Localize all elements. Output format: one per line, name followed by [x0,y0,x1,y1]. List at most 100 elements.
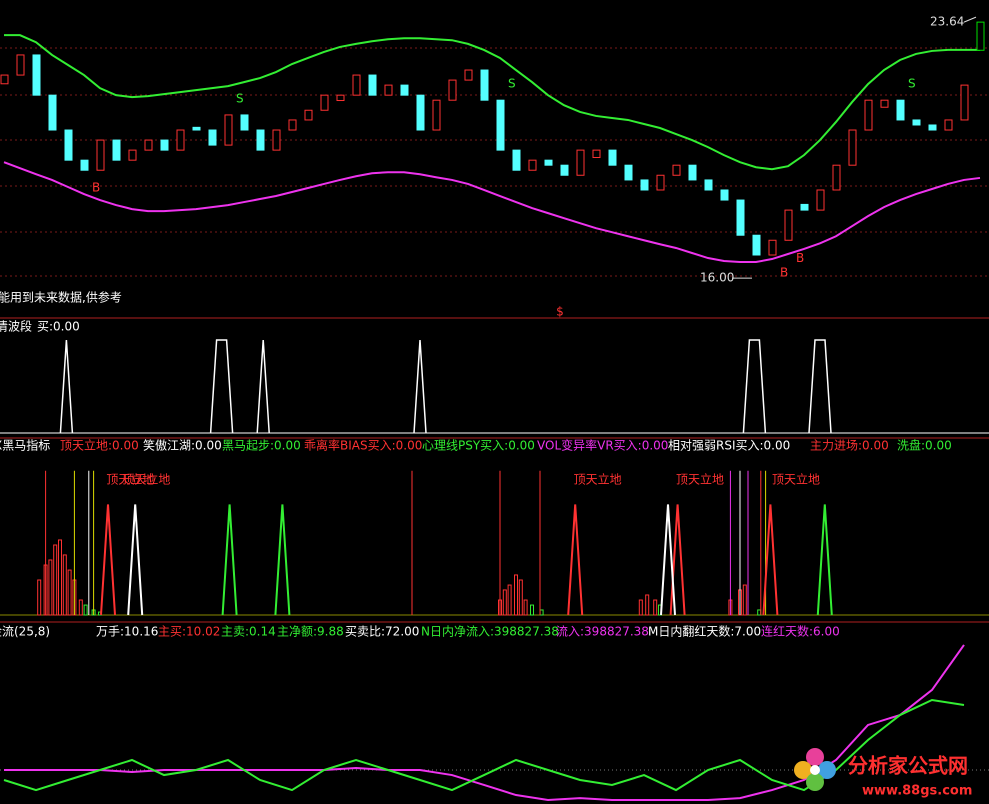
wave-pulse [808,339,832,434]
signal-bar [53,544,58,616]
header-item: 心理线PSY买入:0.00 [422,439,535,453]
candle [96,139,105,171]
wave-pulse [413,339,427,434]
candle [576,149,585,176]
signal-bar [83,604,88,616]
signal-bar [514,574,518,616]
candle [944,119,953,131]
signal-bar [62,554,67,616]
candle [288,119,297,131]
candle [640,179,649,191]
candle [624,164,633,181]
header-item: 相对强弱RSI买入:0.00 [668,439,790,453]
signal-text: 顶天立地 [772,472,820,487]
logo-petal [794,761,812,779]
candle [368,74,377,96]
candle [928,124,937,131]
signal-peak [660,504,676,616]
watermark-logo [794,748,836,791]
header-item: VOL变异率VR买入:0.00 [537,438,668,453]
signal-label: S [908,77,916,91]
candle [272,129,281,151]
header-item: 主卖:0.14 [221,625,276,639]
signal-text: 顶天立地 [676,472,724,487]
signal-bar [78,599,83,616]
candle [320,94,329,111]
candle [240,114,249,131]
header-item: 金流(25,8) [0,624,50,639]
signal-bar [518,579,523,616]
candle [480,69,489,101]
header-item: 主买:10.02 [158,625,220,639]
wave-pulse [742,339,767,434]
candle [960,84,969,121]
candle [208,129,217,146]
signal-bar [530,604,534,616]
low-label: 16.00 [700,271,734,285]
flow-header: 金流(25,8) 万手:10.16 主买:10.02 主卖:0.14 主净额:9… [0,624,840,639]
candle [432,99,441,131]
candle [752,234,761,256]
watermark-name: 分析家公式网 [848,754,968,778]
signal-peak [567,504,584,616]
candle [80,159,89,171]
signal-peak [221,504,238,616]
signal-bar [507,584,512,616]
signal-bar [742,584,747,616]
candle [832,164,841,191]
marker: $ [556,305,564,319]
signal-text: 顶天立地 [106,472,154,487]
signal-bar [645,594,650,616]
logo-center [810,765,820,775]
candle [336,94,345,102]
header-item: 万手:10.16 [96,625,158,639]
candle [32,54,41,96]
header-item: M日内翻红天数:7.00 [648,624,761,639]
signal-bar [58,539,62,616]
signal-label: B [796,251,804,265]
candle [528,159,537,171]
candle [416,94,425,131]
candle [768,239,777,256]
candle [400,84,409,96]
header-item: 黑马起步:0.00 [222,439,301,453]
candle [784,209,793,241]
signal-peak [762,504,779,616]
candle [48,94,57,131]
signal-label: B [92,181,100,195]
candle [688,164,697,181]
signal-peak [127,504,144,616]
signal-bar [67,569,72,616]
candle [704,179,713,191]
candle [16,54,25,76]
lower-band [3,161,981,264]
wave-pulse [59,339,74,434]
signal-peak [100,504,116,616]
signal-bar [638,599,643,616]
candle [64,129,73,161]
candle [864,99,873,131]
logo-petal [818,761,836,779]
candle [608,149,617,166]
candle [976,21,985,51]
candle [560,164,569,176]
candle [224,114,233,146]
candle [448,79,457,101]
signal-text: 顶天立地 [122,472,170,487]
candle [896,99,905,121]
candle [880,99,889,108]
candle [464,69,473,81]
candle [0,74,9,85]
candle [176,129,185,151]
horse-header: X黑马指标 顶天立地:0.00 笑傲江湖:0.00 黑马起步:0.00 乖离率B… [0,438,952,453]
candle [192,126,201,131]
signal-text: 顶天立地 [574,472,622,487]
signal-bar [653,599,658,616]
candle [256,129,265,151]
logo-petal [806,773,824,791]
signal-peak [816,504,833,616]
wave-pulse [256,339,270,434]
